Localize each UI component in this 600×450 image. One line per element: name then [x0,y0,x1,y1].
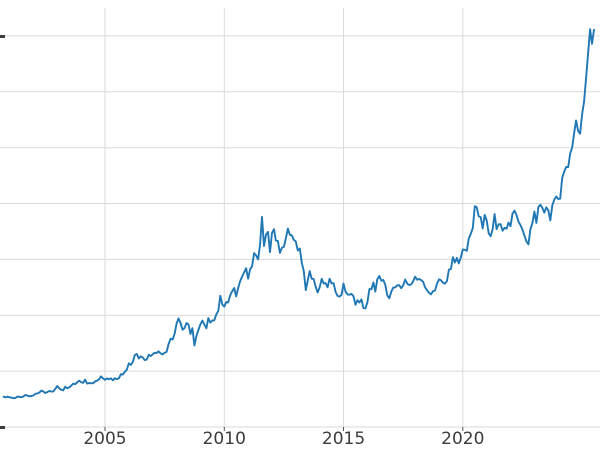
x-tick-label-2010: 2010 [202,429,246,449]
x-tick-label-2015: 2015 [321,429,366,449]
cropped-y-tick-fragment [0,426,5,429]
cropped-y-tick-fragment [0,34,5,38]
x-tick-label-2005: 2005 [83,429,127,449]
x-tick-label-2020: 2020 [441,429,485,449]
